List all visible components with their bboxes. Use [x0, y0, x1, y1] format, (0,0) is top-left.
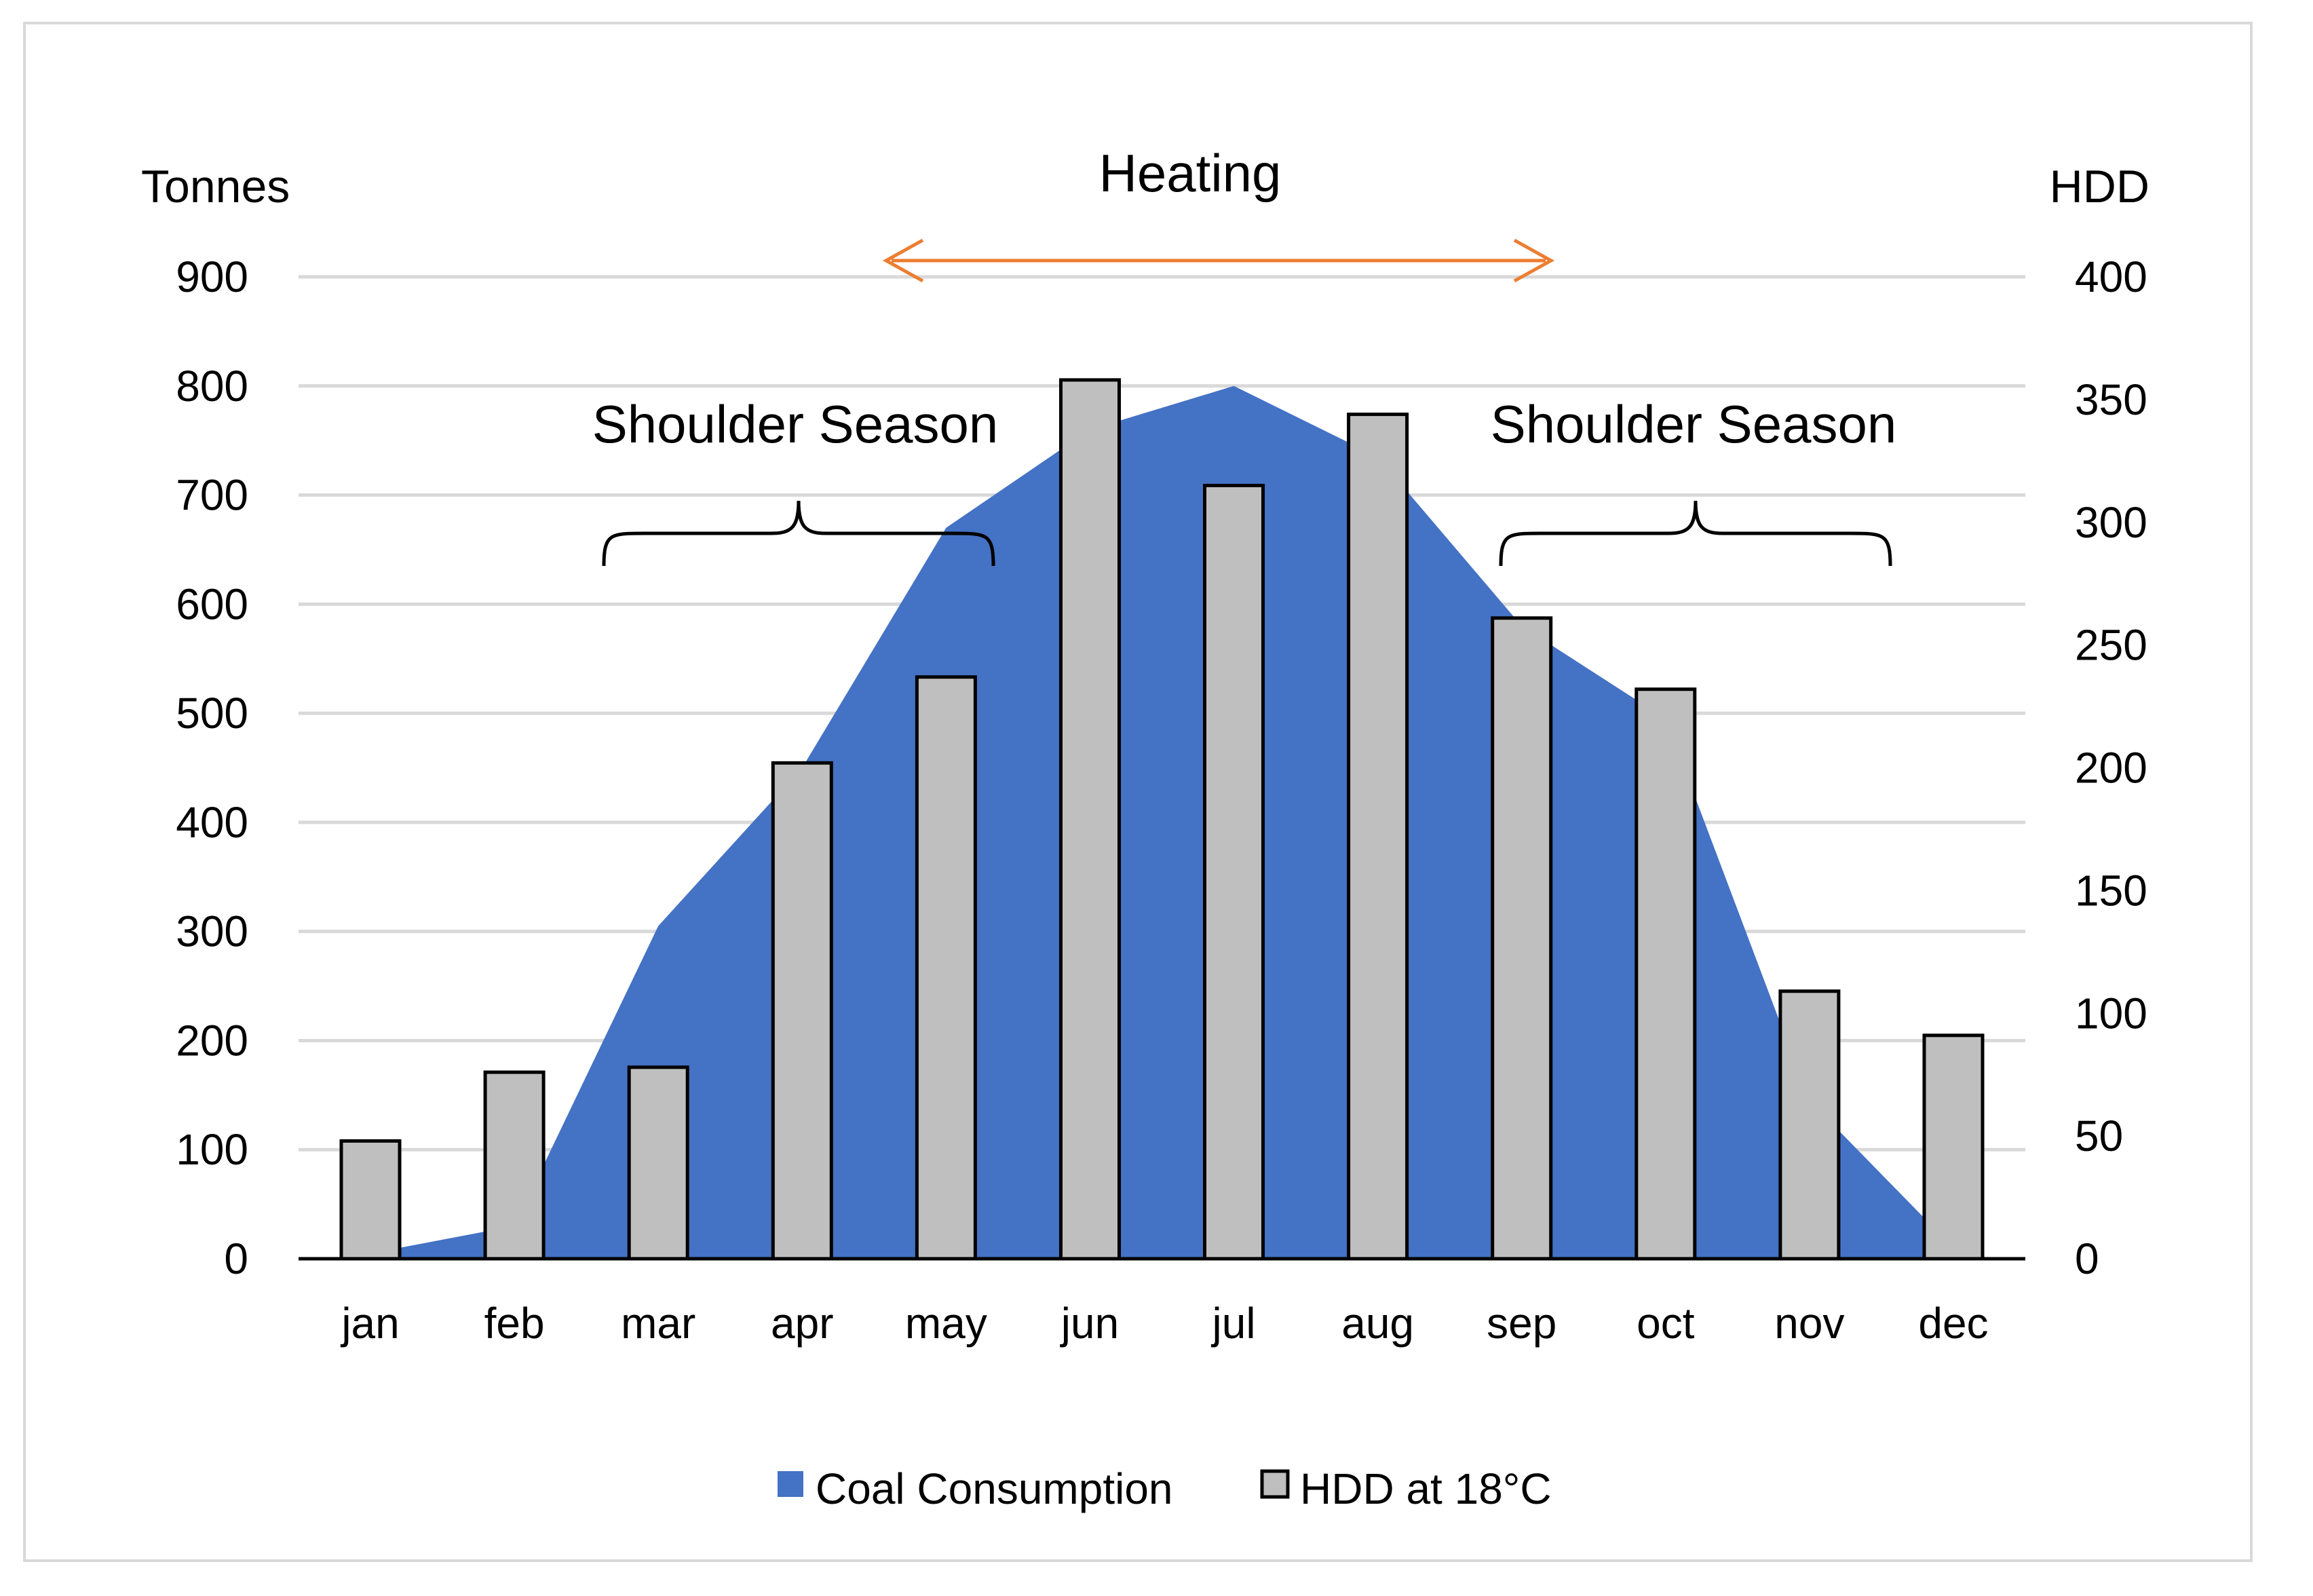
hdd-bar	[1059, 378, 1121, 1261]
x-tick-label: oct	[1637, 1299, 1695, 1348]
x-tick-label: sep	[1487, 1299, 1556, 1348]
hdd-bar	[1635, 687, 1697, 1261]
hdd-bar	[771, 761, 833, 1261]
y-right-tick-label: 400	[2075, 252, 2147, 301]
y-right-tick-label: 350	[2075, 375, 2147, 424]
shoulder-season-left-annotation: Shoulder Season	[592, 394, 998, 454]
hdd-bar	[627, 1065, 689, 1261]
x-tick-label: jun	[1060, 1299, 1119, 1348]
y-left-tick-label: 600	[176, 580, 248, 628]
hdd-bar	[1491, 616, 1553, 1261]
legend-label-coal-consumption: Coal Consumption	[816, 1464, 1173, 1513]
x-tick-label: feb	[484, 1299, 545, 1348]
y-left-tick-label: 900	[176, 252, 248, 301]
legend-swatch-coal-consumption	[778, 1471, 803, 1497]
coal-consumption-area	[370, 385, 1953, 1259]
legend-swatch-hdd	[1260, 1469, 1290, 1499]
y-right-tick-label: 250	[2075, 621, 2147, 670]
y-left-tick-label: 100	[176, 1125, 248, 1174]
heating-annotation: Heating	[1099, 143, 1282, 203]
y-left-tick-label: 800	[176, 362, 248, 411]
hdd-bar	[1778, 989, 1841, 1261]
hdd-bar	[1203, 484, 1265, 1261]
y-right-axis-title: HDD	[2050, 161, 2149, 212]
heating-arrow-left-head	[882, 238, 924, 283]
y-left-axis-title: Tonnes	[141, 161, 290, 212]
x-tick-label: apr	[771, 1299, 834, 1348]
x-tick-label: nov	[1774, 1299, 1844, 1348]
y-left-tick-label: 500	[176, 689, 248, 738]
y-left-tick-label: 200	[176, 1016, 248, 1065]
legend-label-hdd: HDD at 18°C	[1300, 1464, 1552, 1513]
shoulder-season-right-brace	[1499, 500, 1892, 567]
shoulder-season-left-brace	[602, 500, 995, 567]
y-left-tick-label: 300	[176, 907, 248, 956]
hdd-bar	[339, 1139, 402, 1261]
heating-arrow-right-head	[1513, 238, 1555, 283]
x-tick-label: dec	[1918, 1299, 1988, 1348]
x-tick-label: jul	[1211, 1299, 1256, 1348]
x-tick-label: mar	[621, 1299, 695, 1348]
y-right-tick-label: 150	[2075, 866, 2147, 915]
shoulder-season-right-annotation: Shoulder Season	[1491, 394, 1896, 454]
x-tick-label: may	[905, 1299, 987, 1348]
hdd-bar	[483, 1070, 546, 1261]
y-right-tick-label: 200	[2075, 744, 2147, 793]
hdd-bar	[1922, 1033, 1985, 1261]
hdd-bar	[1347, 413, 1409, 1261]
y-left-tick-label: 700	[176, 471, 248, 520]
y-left-tick-label: 400	[176, 798, 248, 847]
x-tick-label: aug	[1341, 1299, 1414, 1348]
hdd-bar	[915, 675, 977, 1261]
y-right-tick-label: 100	[2075, 989, 2147, 1038]
y-left-tick-label: 0	[224, 1234, 248, 1283]
y-right-tick-label: 0	[2075, 1234, 2099, 1283]
y-right-tick-label: 300	[2075, 498, 2147, 547]
y-right-tick-label: 50	[2075, 1112, 2123, 1160]
x-tick-label: jan	[340, 1299, 399, 1348]
